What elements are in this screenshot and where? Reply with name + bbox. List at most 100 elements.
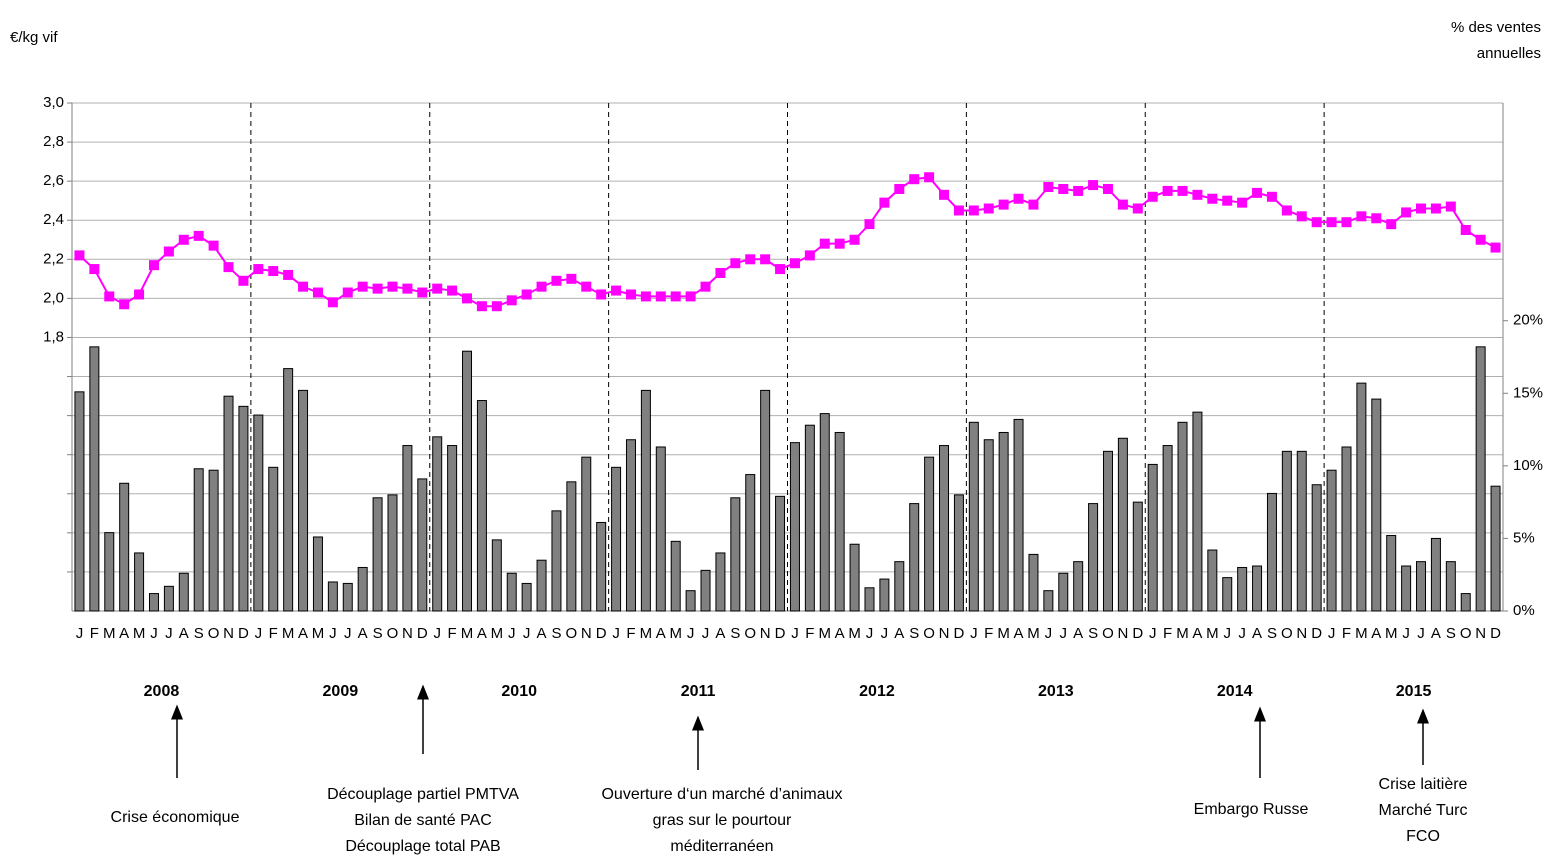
bar: [1386, 535, 1397, 612]
bar: [163, 585, 174, 612]
x-tick-label: F: [90, 625, 99, 642]
x-tick-label: M: [1206, 625, 1219, 642]
marker: [1117, 199, 1128, 210]
marker: [238, 275, 249, 286]
x-tick-label: N: [223, 625, 234, 642]
bar: [939, 445, 950, 612]
bar: [476, 400, 487, 612]
bar: [730, 497, 741, 612]
marker: [640, 291, 651, 302]
marker: [864, 219, 875, 230]
x-tick-label: J: [866, 625, 874, 642]
marker: [819, 238, 830, 249]
x-tick-label: S: [1088, 625, 1098, 642]
bar: [148, 593, 159, 612]
y-tick-label: 3,0: [43, 94, 64, 111]
year-label: 2011: [681, 683, 716, 700]
marker: [1475, 234, 1486, 245]
bar: [342, 582, 353, 612]
bar: [1371, 398, 1382, 612]
marker: [163, 246, 174, 257]
marker: [119, 299, 130, 310]
bar: [357, 566, 368, 612]
bar: [1162, 445, 1173, 612]
bar: [238, 405, 249, 612]
bar: [625, 439, 636, 612]
x-tick-label: A: [656, 625, 666, 642]
x-tick-label: J: [791, 625, 799, 642]
y-tick-label: 2,8: [43, 133, 64, 150]
x-tick-label: A: [1073, 625, 1083, 642]
bar: [327, 581, 338, 612]
bar: [655, 446, 666, 612]
bar: [491, 539, 502, 612]
year-label: 2014: [1217, 683, 1253, 700]
marker: [1460, 225, 1471, 235]
bar: [417, 478, 428, 612]
bar: [700, 569, 711, 612]
marker: [506, 295, 517, 306]
x-tick-label: J: [1328, 625, 1336, 642]
annotation-text: Crise économique: [111, 809, 240, 826]
x-tick-label: D: [1132, 625, 1143, 642]
x-tick-label: S: [1446, 625, 1456, 642]
marker: [462, 293, 473, 304]
x-tick-label: N: [1296, 625, 1307, 642]
marker: [700, 281, 711, 292]
marker: [909, 174, 920, 185]
bar: [1401, 565, 1412, 612]
x-tick-label: O: [1102, 625, 1114, 642]
bar: [924, 456, 935, 612]
marker: [745, 254, 756, 265]
x-tick-label: M: [282, 625, 295, 642]
x-tick-label: F: [805, 625, 814, 642]
bar: [1341, 446, 1352, 612]
bar: [1281, 450, 1292, 612]
bar: [1475, 346, 1486, 612]
bar: [1207, 549, 1218, 612]
year-label: 2012: [859, 683, 895, 700]
x-tick-label: A: [119, 625, 129, 642]
marker: [789, 258, 800, 269]
marker: [670, 291, 681, 302]
bar: [1460, 593, 1471, 612]
x-tick-label: F: [448, 625, 457, 642]
x-tick-label: O: [208, 625, 220, 642]
x-tick-label: A: [1014, 625, 1024, 642]
marker: [342, 287, 353, 298]
marker: [894, 183, 905, 194]
marker: [193, 230, 204, 241]
marker: [357, 281, 368, 292]
marker: [208, 240, 219, 251]
x-tick-label: A: [1252, 625, 1262, 642]
bar: [581, 456, 592, 612]
x-tick-label: A: [1192, 625, 1202, 642]
marker: [581, 281, 592, 292]
x-tick-label: J: [970, 625, 978, 642]
x-tick-label: M: [1176, 625, 1189, 642]
marker: [1341, 217, 1352, 228]
marker: [1416, 203, 1427, 214]
x-tick-label: O: [387, 625, 399, 642]
x-tick-label: J: [433, 625, 441, 642]
marker: [521, 289, 532, 300]
x-tick-label: J: [1402, 625, 1410, 642]
marker: [447, 285, 458, 296]
bar: [74, 391, 85, 612]
y-tick-label: 2,4: [43, 211, 64, 228]
bar: [193, 468, 204, 612]
marker: [685, 291, 696, 302]
annotation-text: FCO: [1406, 828, 1440, 845]
bar: [462, 350, 473, 612]
y2-tick-label: 0%: [1513, 602, 1535, 619]
x-tick-label: N: [939, 625, 950, 642]
annotation-text: Marché Turc: [1379, 802, 1468, 819]
x-tick-label: A: [358, 625, 368, 642]
marker: [1326, 217, 1337, 228]
y2-axis-label: % des ventes: [1451, 19, 1541, 36]
x-tick-label: A: [835, 625, 845, 642]
x-tick-label: D: [1311, 625, 1322, 642]
bar: [775, 495, 786, 612]
bar: [521, 582, 532, 612]
x-tick-label: D: [238, 625, 249, 642]
